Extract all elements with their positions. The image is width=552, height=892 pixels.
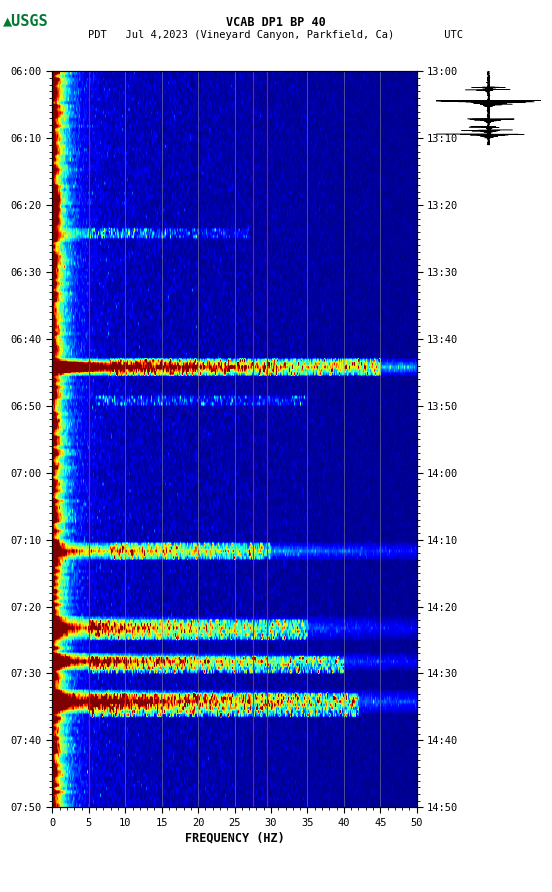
Text: VCAB DP1 BP 40: VCAB DP1 BP 40 xyxy=(226,16,326,29)
Text: PDT   Jul 4,2023 (Vineyard Canyon, Parkfield, Ca)        UTC: PDT Jul 4,2023 (Vineyard Canyon, Parkfie… xyxy=(88,30,464,40)
Text: ▲USGS: ▲USGS xyxy=(3,13,49,29)
X-axis label: FREQUENCY (HZ): FREQUENCY (HZ) xyxy=(185,832,284,845)
